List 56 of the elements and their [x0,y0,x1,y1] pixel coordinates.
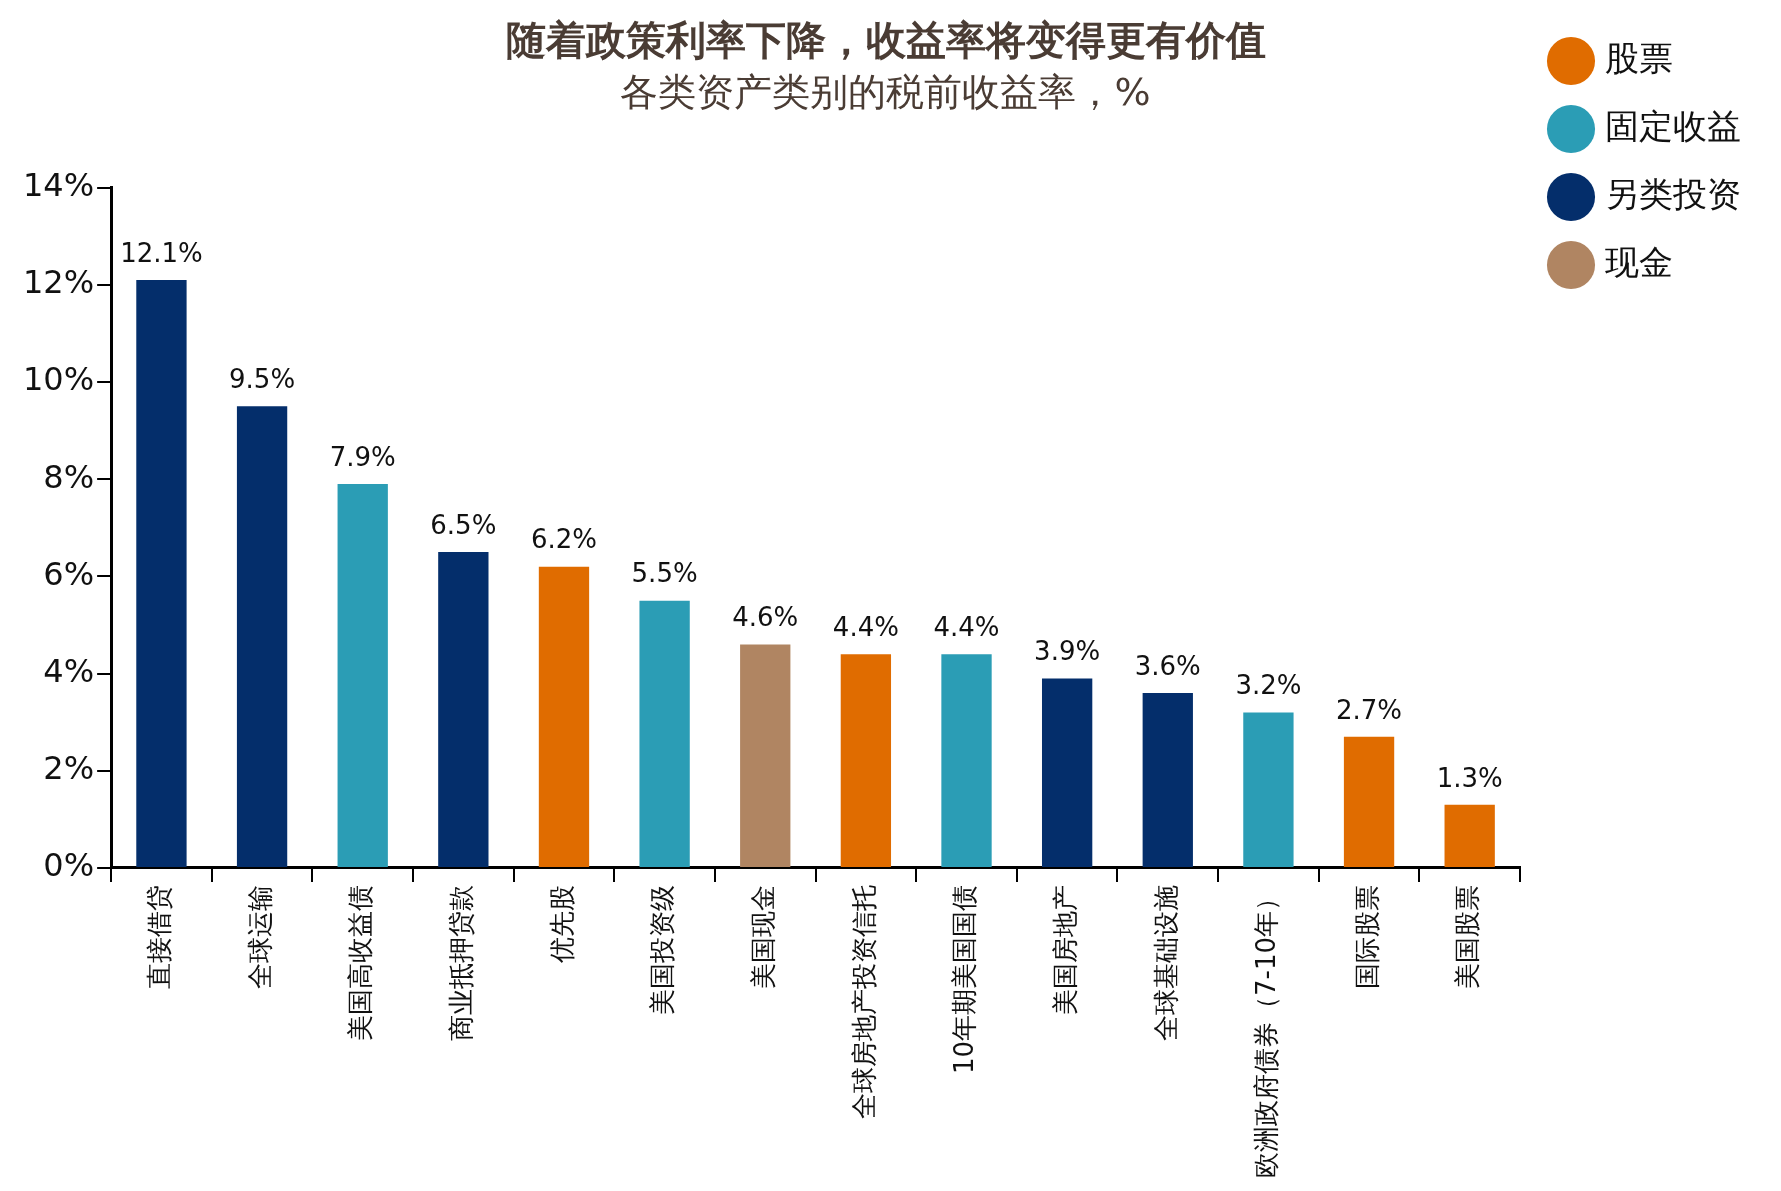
x-tick-label: 10年期美国国债 [949,884,980,1075]
x-tick-label: 直接借贷 [144,884,175,989]
x-tick-label: 全球基础设施 [1150,884,1181,1041]
x-tick-label: 美国房地产 [1049,884,1080,1015]
x-tick-label: 全球房地产投资信托 [848,884,879,1119]
data-label: 7.9% [329,441,396,472]
bar [538,566,590,867]
data-label: 4.4% [933,611,1000,642]
x-tick-label: 美国投资级 [647,884,678,1015]
legend-label: 股票 [1605,37,1673,78]
x-tick-label: 商业抵押贷款 [446,884,477,1041]
bar [1142,693,1193,867]
y-tick-label: 4% [43,651,95,690]
data-label: 6.2% [530,524,598,555]
bar [136,279,187,867]
x-tick-label: 美国现金 [748,884,778,989]
y-tick-label: 6% [43,554,95,593]
data-label: 3.2% [1235,670,1302,701]
y-tick-label: 2% [43,749,95,788]
x-tick-label: 美国高收益债 [345,884,376,1041]
x-tick-label: 全球运输 [244,884,275,989]
bar [1243,712,1294,867]
chart-subtitle: 各类资产类别的税前收益率，% [620,69,1151,114]
x-tick-label: 优先股 [546,884,577,963]
bar [840,654,892,867]
data-label: 2.7% [1336,694,1403,725]
bar [1041,678,1093,867]
bar [337,484,388,867]
x-tick-label: 国际股票 [1351,884,1382,989]
bar [438,552,489,867]
bar [941,654,992,867]
bar [639,600,690,867]
y-tick-label: 10% [23,360,95,399]
bar [740,644,791,867]
data-label: 4.4% [832,611,899,642]
bar [236,406,288,867]
legend-label: 现金 [1605,241,1673,282]
data-label: 12.1% [120,237,203,268]
data-label: 3.6% [1134,650,1201,681]
bar [1343,736,1395,867]
data-label: 9.5% [229,364,296,395]
data-label: 5.5% [631,558,698,589]
data-label: 3.9% [1034,636,1101,667]
chart-title: 随着政策利率下降，收益率将变得更有价值 [505,17,1266,64]
data-label: 6.5% [430,509,497,540]
y-tick-label: 12% [23,263,95,302]
bar [1444,804,1495,867]
data-label: 1.3% [1436,762,1503,793]
legend-label: 另类投资 [1605,173,1741,214]
legend-label: 固定收益 [1605,105,1741,146]
x-tick-label: 欧洲政府债券（7-10年） [1251,884,1282,1179]
y-tick-label: 8% [43,457,95,496]
x-tick-label: 美国股票 [1452,884,1483,989]
data-label: 4.6% [732,602,799,633]
y-tick-label: 0% [43,846,95,885]
y-tick-label: 14% [23,165,95,204]
